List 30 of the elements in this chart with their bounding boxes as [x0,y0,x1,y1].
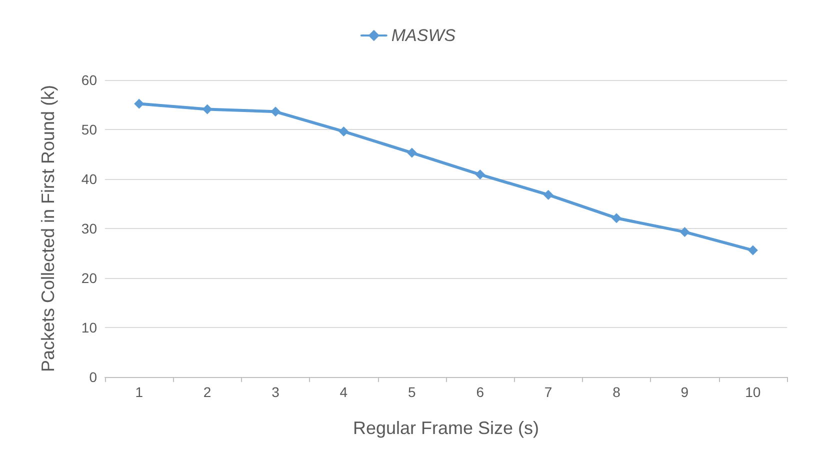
y-tick-label: 20 [81,270,98,286]
y-tick-label: 60 [81,72,98,88]
legend-label: MASWS [391,26,456,45]
x-tick-label: 5 [408,384,416,400]
x-tick-label: 2 [203,384,212,400]
point [202,104,212,114]
x-axis-title: Regular Frame Size (s) [352,418,540,438]
point [543,190,554,200]
y-tick-label: 50 [81,122,98,138]
x-tick-label: 6 [476,384,484,400]
y-tick-label: 40 [81,171,98,187]
y-axis-title: Packets Collected in First Round (k) [38,84,58,372]
point [338,126,349,136]
y-tick-label: 0 [89,369,98,385]
point [406,148,417,158]
x-tick-label: 9 [680,384,689,400]
y-tick-label: 10 [81,320,98,336]
x-tick-label: 1 [135,384,144,400]
point [270,106,280,117]
point [680,226,690,237]
x-tick-label: 10 [745,384,761,400]
x-tick-label: 8 [612,384,621,400]
y-tick-label: 30 [81,220,98,236]
point [612,213,622,224]
point [475,170,486,180]
point [134,98,144,109]
point [748,245,758,256]
x-tick-label: 4 [340,384,348,400]
x-tick-label: 7 [544,384,552,400]
x-tick-label: 3 [272,384,280,400]
